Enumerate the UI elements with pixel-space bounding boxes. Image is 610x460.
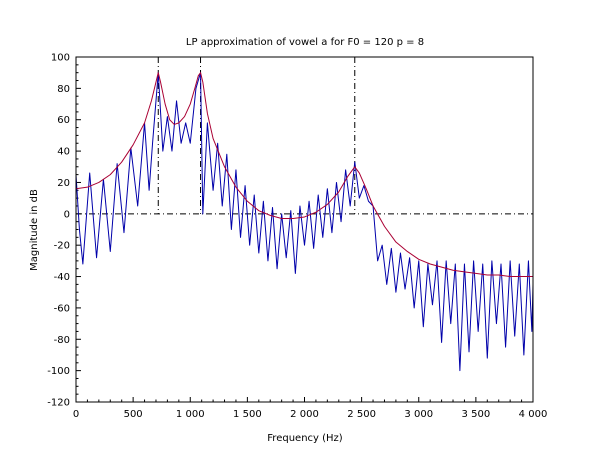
y-tick-label: 80 xyxy=(57,84,70,95)
series-group xyxy=(75,72,534,372)
y-tick-label: -120 xyxy=(47,398,70,409)
x-tick-label: 500 xyxy=(124,409,143,420)
y-tick-label: 60 xyxy=(57,115,70,126)
x-tick-label: 2 000 xyxy=(290,409,319,420)
y-tick-label: -40 xyxy=(54,272,70,283)
formant-markers xyxy=(76,57,533,215)
y-tick-label: 40 xyxy=(57,147,70,158)
y-tick-label: -20 xyxy=(54,241,70,252)
x-tick-label: 4 000 xyxy=(519,409,548,420)
y-axis-title: Magnitude in dB xyxy=(29,189,40,271)
x-tick-label: 3 000 xyxy=(404,409,433,420)
chart-title: LP approximation of vowel a for F0 = 120… xyxy=(186,37,424,48)
y-tick-label: 100 xyxy=(51,53,70,64)
plot-frame xyxy=(75,56,534,403)
x-tick-label: 2 500 xyxy=(347,409,376,420)
spectrum-line xyxy=(75,72,534,372)
lp-envelope-line xyxy=(75,72,533,278)
x-axis-title: Frequency (Hz) xyxy=(267,433,343,444)
y-tick-label: -60 xyxy=(54,303,70,314)
x-tick-label: 3 500 xyxy=(462,409,491,420)
x-tick-label: 1 500 xyxy=(233,409,262,420)
y-tick-label: 20 xyxy=(57,178,70,189)
y-tick-label: -80 xyxy=(54,335,70,346)
y-tick-label: -100 xyxy=(47,366,70,377)
x-tick-label: 0 xyxy=(73,409,79,420)
y-tick-label: 0 xyxy=(64,209,70,220)
axis-ticks: 0 500 1 000 1 500 2 000 2 500 3 000 3 500 4 000 -… xyxy=(47,53,547,421)
x-tick-label: 1 000 xyxy=(176,409,205,420)
